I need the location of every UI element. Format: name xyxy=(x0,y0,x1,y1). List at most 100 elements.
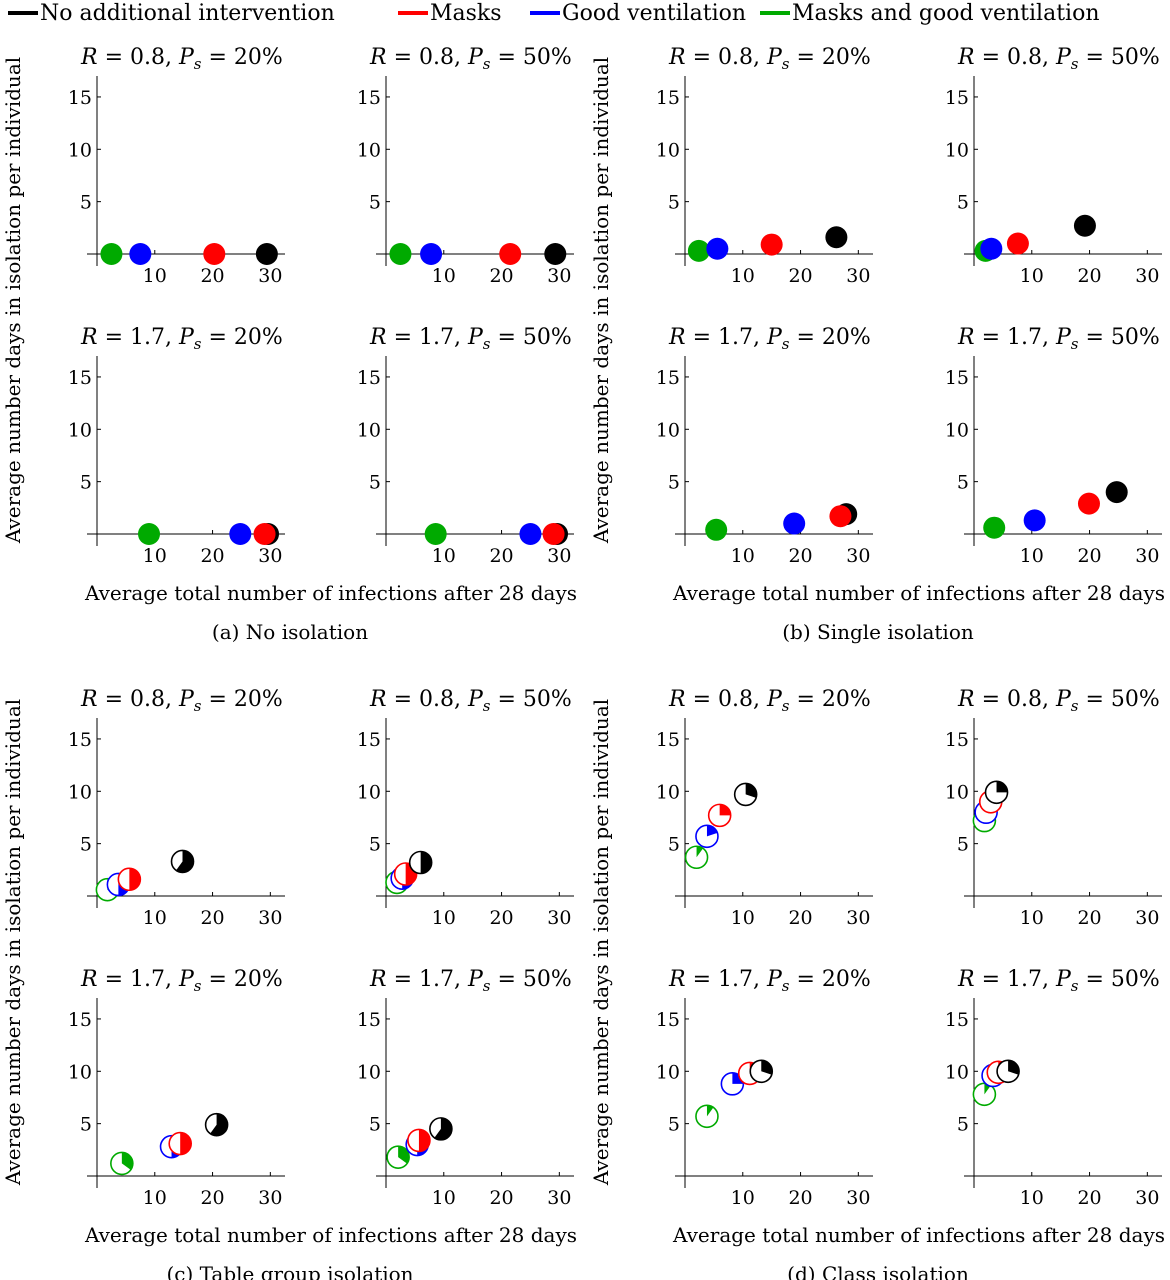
y-tick-label: 15 xyxy=(68,367,92,389)
data-point-masks xyxy=(168,1131,192,1156)
data-point-masks-fill xyxy=(829,505,852,528)
y-tick-label: 15 xyxy=(68,1009,92,1031)
x-tick-label: 20 xyxy=(1077,265,1101,287)
data-point-masks xyxy=(499,243,522,265)
legend-item-vent: Good ventilation xyxy=(530,1,746,26)
data-point-both xyxy=(424,523,447,545)
y-tick-label: 10 xyxy=(945,139,969,161)
x-tick-label: 30 xyxy=(1135,907,1159,929)
data-point-none xyxy=(825,226,848,249)
legend: No additional intervention Masks Good vent… xyxy=(8,1,1100,26)
panel-1-3: 5 10 15 10 20 30 R = 1.7, Ps = 50% xyxy=(945,325,1162,567)
data-point-vent xyxy=(1023,509,1046,532)
quadrant-0: 5 10 15 10 20 30 R = 0.8, Ps = 20% 5 10 15 10 20 30 R… xyxy=(1,45,577,644)
x-tick-label: 20 xyxy=(1077,545,1101,567)
data-point-none-wedge xyxy=(176,850,194,873)
data-point-vent-fill xyxy=(420,243,443,265)
data-point-masks-wedge xyxy=(719,804,731,816)
data-point-none xyxy=(996,1059,1020,1084)
x-tick-label: 20 xyxy=(1077,907,1101,929)
data-point-none xyxy=(204,1112,229,1137)
x-tick-label: 20 xyxy=(200,545,224,567)
x-tick-label: 30 xyxy=(258,1187,282,1209)
data-point-none xyxy=(749,1059,774,1084)
y-tick-label: 15 xyxy=(945,367,969,389)
x-tick-label: 20 xyxy=(489,545,513,567)
panel-3-3: 5 10 15 10 20 30 R = 1.7, Ps = 50% xyxy=(945,967,1162,1209)
y-tick-label: 5 xyxy=(369,472,381,494)
data-point-masks xyxy=(117,867,142,892)
y-tick-label: 10 xyxy=(945,1061,969,1083)
panel-2-1: 5 10 15 10 20 30 R = 0.8, Ps = 50% xyxy=(357,687,574,929)
y-tick-label: 5 xyxy=(957,834,969,856)
data-point-none-wedge xyxy=(1008,1060,1020,1075)
x-axis-label: Average total number of infections after… xyxy=(84,1223,577,1247)
panel-0-2: 5 10 15 10 20 30 R = 1.7, Ps = 20% xyxy=(68,325,285,567)
y-tick-label: 15 xyxy=(656,729,680,751)
data-point-none-fill xyxy=(1105,481,1128,504)
data-point-both xyxy=(983,516,1006,539)
data-point-both xyxy=(687,239,710,262)
data-point-masks xyxy=(1077,492,1100,515)
x-tick-label: 30 xyxy=(1135,1187,1159,1209)
data-point-masks xyxy=(760,233,783,256)
y-tick-label: 10 xyxy=(656,419,680,441)
data-point-vent xyxy=(706,237,729,260)
data-point-vent-wedge xyxy=(706,825,718,837)
y-tick-label: 5 xyxy=(80,1114,92,1136)
data-point-both-fill xyxy=(100,243,123,265)
y-tick-label: 5 xyxy=(80,834,92,856)
subfigure-caption: (c) Table group isolation xyxy=(166,1262,413,1280)
x-tick-label: 10 xyxy=(143,1187,167,1209)
legend-label-masks: Masks xyxy=(430,1,502,26)
x-tick-label: 30 xyxy=(547,1187,571,1209)
y-axis-label: Average number days in isolation per ind… xyxy=(1,699,25,1186)
x-tick-label: 30 xyxy=(547,907,571,929)
data-point-none-fill xyxy=(255,243,278,265)
data-point-both-fill xyxy=(389,243,412,265)
y-tick-label: 15 xyxy=(68,87,92,109)
panel-title: R = 1.7, Ps = 50% xyxy=(369,967,572,995)
panel-title: R = 0.8, Ps = 50% xyxy=(957,687,1160,715)
data-point-masks-fill xyxy=(1077,492,1100,515)
y-tick-label: 15 xyxy=(68,729,92,751)
data-point-none xyxy=(544,243,567,265)
data-point-none xyxy=(984,780,1009,805)
x-tick-label: 10 xyxy=(1020,265,1044,287)
y-tick-label: 15 xyxy=(357,367,381,389)
y-tick-label: 15 xyxy=(656,367,680,389)
x-tick-label: 20 xyxy=(200,265,224,287)
y-tick-label: 10 xyxy=(68,1061,92,1083)
y-tick-label: 5 xyxy=(668,192,680,214)
y-tick-label: 5 xyxy=(369,1114,381,1136)
panel-2-3: 5 10 15 10 20 30 R = 1.7, Ps = 50% xyxy=(357,967,574,1209)
data-point-masks-wedge xyxy=(180,1132,192,1155)
panel-title: R = 0.8, Ps = 20% xyxy=(668,687,871,715)
y-tick-label: 15 xyxy=(945,87,969,109)
data-point-both-fill xyxy=(424,523,447,545)
panel-3-1: 5 10 15 10 20 30 R = 0.8, Ps = 50% xyxy=(945,687,1162,929)
y-tick-label: 5 xyxy=(668,1114,680,1136)
data-point-both-fill xyxy=(138,523,160,545)
x-tick-label: 30 xyxy=(846,545,870,567)
x-tick-label: 20 xyxy=(200,907,224,929)
y-axis-label: Average number days in isolation per ind… xyxy=(1,57,25,544)
data-point-none xyxy=(733,782,758,807)
data-point-vent-fill xyxy=(129,243,152,265)
data-point-vent-wedge xyxy=(732,1072,744,1084)
data-point-none-fill xyxy=(825,226,848,249)
x-tick-label: 20 xyxy=(1077,1187,1101,1209)
x-tick-label: 10 xyxy=(731,1187,755,1209)
x-tick-label: 10 xyxy=(143,907,167,929)
x-tick-label: 30 xyxy=(846,907,870,929)
x-tick-label: 10 xyxy=(731,545,755,567)
panel-1-2: 5 10 15 10 20 30 R = 1.7, Ps = 20% xyxy=(656,325,873,567)
data-point-none xyxy=(1073,214,1096,237)
data-point-masks xyxy=(542,523,565,545)
data-point-masks-wedge xyxy=(418,1129,430,1152)
panel-title: R = 1.7, Ps = 20% xyxy=(80,967,283,995)
y-tick-label: 10 xyxy=(945,419,969,441)
data-point-vent xyxy=(980,237,1003,260)
subfigure-caption: (a) No isolation xyxy=(212,620,368,644)
panel-title: R = 1.7, Ps = 20% xyxy=(668,325,871,353)
